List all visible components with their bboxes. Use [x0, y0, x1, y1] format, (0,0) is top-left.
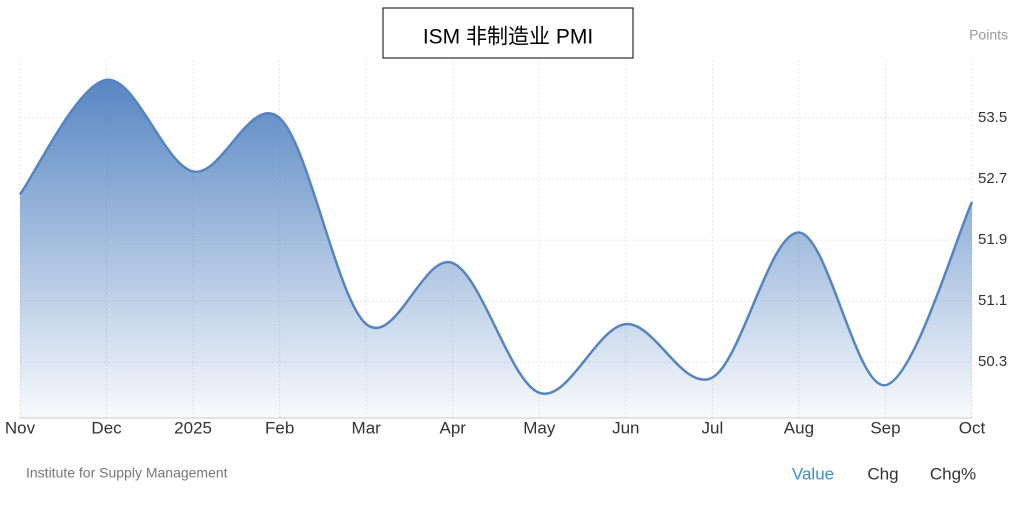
value-button[interactable]: Value — [792, 464, 834, 483]
x-tick-label: May — [523, 418, 556, 437]
x-tick-label: Apr — [439, 418, 466, 437]
y-tick-label: 52.7 — [978, 170, 1007, 187]
y-tick-label: 51.9 — [978, 231, 1007, 248]
x-tick-label: Jun — [612, 418, 639, 437]
x-tick-label: Sep — [870, 418, 900, 437]
y-tick-label: 51.1 — [978, 292, 1007, 309]
x-tick-label: Mar — [352, 418, 382, 437]
area — [20, 79, 972, 418]
line — [19, 78, 974, 395]
x-tick-label: 2025 — [174, 418, 212, 437]
x-tick-label: Jul — [701, 418, 723, 437]
chg-button[interactable]: Chg — [867, 464, 898, 483]
x-tick-label: Feb — [265, 418, 294, 437]
x-tick-label: Nov — [5, 418, 36, 437]
x-tick-label: Aug — [784, 418, 814, 437]
chgpct-button[interactable]: Chg% — [930, 464, 976, 483]
x-tick-label: Dec — [91, 418, 122, 437]
chart-title: ISM 非制造业 PMI — [423, 26, 593, 49]
title-box — [382, 7, 634, 59]
y-tick-label: 50.3 — [978, 353, 1007, 370]
y-tick-label: 53.5 — [978, 109, 1007, 126]
y-axis-label: Points — [969, 27, 1008, 43]
source: Institute for Supply Management — [26, 465, 228, 481]
x-tick-label: Oct — [959, 418, 986, 437]
